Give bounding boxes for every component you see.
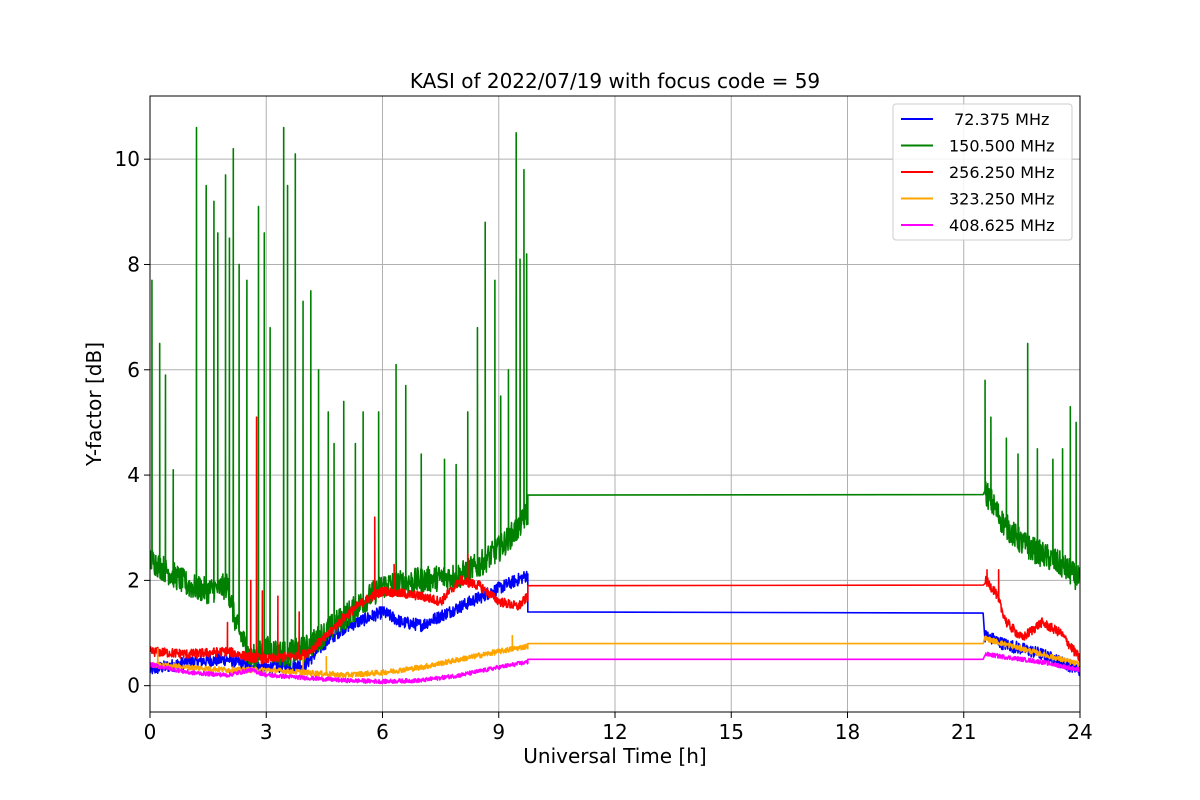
series-line-3 xyxy=(150,634,1080,679)
chart-title: KASI of 2022/07/19 with focus code = 59 xyxy=(410,69,820,93)
x-tick-label: 21 xyxy=(951,720,976,744)
legend: 72.375 MHz 150.500 MHz 256.250 MHz 323.250 … xyxy=(892,103,1073,241)
y-axis-label: Y-factor [dB] xyxy=(82,342,106,467)
legend-label: 256.250 MHz xyxy=(949,163,1054,182)
y-tick-label: 2 xyxy=(127,568,140,592)
y-tick-label: 4 xyxy=(127,463,140,487)
x-tick-label: 6 xyxy=(376,720,389,744)
x-tick-label: 15 xyxy=(719,720,744,744)
legend-label: 150.500 MHz xyxy=(949,137,1054,156)
plot-area xyxy=(150,126,1080,685)
legend-label: 323.250 MHz xyxy=(949,190,1054,209)
x-tick-label: 3 xyxy=(260,720,273,744)
x-tick-label: 0 xyxy=(144,720,157,744)
y-tick-label: 10 xyxy=(115,147,140,171)
x-tick-label: 12 xyxy=(602,720,627,744)
y-tick-label: 0 xyxy=(127,674,140,698)
x-axis-label: Universal Time [h] xyxy=(523,744,706,768)
x-tick-label: 18 xyxy=(835,720,860,744)
legend-label: 408.625 MHz xyxy=(949,216,1054,235)
series-line-2 xyxy=(150,416,1080,665)
legend-label: 72.375 MHz xyxy=(949,110,1049,129)
legend-box xyxy=(892,103,1073,241)
x-tick-label: 24 xyxy=(1067,720,1092,744)
y-tick-label: 8 xyxy=(127,252,140,276)
series-line-4 xyxy=(150,651,1080,685)
series-line-1 xyxy=(150,126,1080,672)
y-tick-label: 6 xyxy=(127,358,140,382)
x-tick-label: 9 xyxy=(492,720,505,744)
